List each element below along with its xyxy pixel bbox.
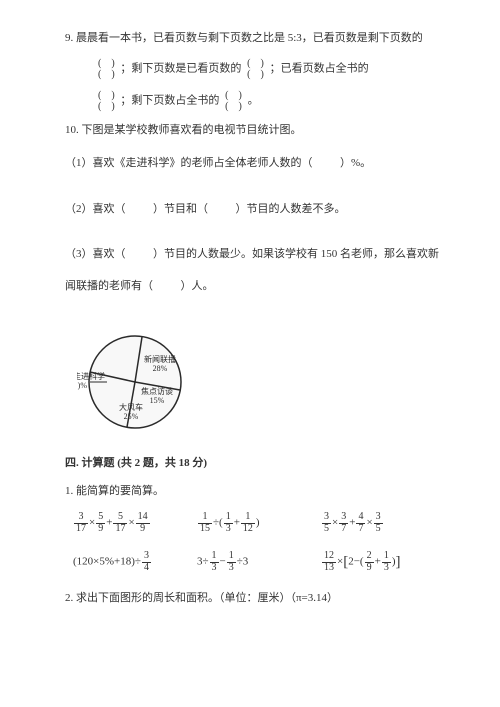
q10-p3c: 闻联播的老师有（ xyxy=(65,280,153,292)
q9-seg1: ；剩下页数是已看页数的 xyxy=(120,62,241,74)
q10-title: 10. 下图是某学校教师喜欢看的电视节目统计图。 xyxy=(65,122,445,140)
bracket-frac: ( )( ) xyxy=(98,58,115,80)
q9-seg4: 。 xyxy=(248,94,259,106)
blank xyxy=(128,203,150,215)
q10-p1b: ）%。 xyxy=(340,157,371,169)
q10-p2c: ）节目的人数差不多。 xyxy=(236,203,346,215)
expr-3: 35×37+47×35 xyxy=(321,512,445,534)
q9-line1: 9. 晨晨看一本书，已看页数与剩下页数之比是 5:3，已看页数是剩下页数的 xyxy=(65,30,445,48)
q10-p3b: ）节目的人数最少。如果该学校有 150 名老师，那么喜欢新 xyxy=(153,248,439,260)
q10-p3a: （3）喜欢（ xyxy=(65,248,126,260)
blank xyxy=(315,157,337,169)
expr-1: 317×59+517×149 xyxy=(73,512,197,534)
q10-p1a: （1）喜欢《走进科学》的老师占全体老师人数的（ xyxy=(65,157,313,169)
q9-line2: ( )( ) ；剩下页数是已看页数的 ( )( ) ；已看页数占全书的 xyxy=(65,58,445,80)
pie-chart: 新闻联播28% 焦点访谈15% 大风车25% 走进科学( )% xyxy=(77,330,445,442)
q9-seg3: ；剩下页数占全书的 xyxy=(120,94,219,106)
bracket-frac: ( )( ) xyxy=(225,90,242,112)
bracket-frac: ( )( ) xyxy=(247,58,264,80)
bracket-frac: ( )( ) xyxy=(98,90,115,112)
q10-p2b: ）节目和（ xyxy=(153,203,208,215)
q9-seg2: ；已看页数占全书的 xyxy=(270,62,369,74)
blank xyxy=(128,248,150,260)
q10-p2: （2）喜欢（ ）节目和（ ）节目的人数差不多。 xyxy=(65,201,445,219)
q10-p1: （1）喜欢《走进科学》的老师占全体老师人数的（ ）%。 xyxy=(65,155,445,173)
q10-p3-l1: （3）喜欢（ ）节目的人数最少。如果该学校有 150 名老师，那么喜欢新 xyxy=(65,246,445,264)
s4-q2: 2. 求出下面图形的周长和面积。（单位：厘米）（π=3.14） xyxy=(65,590,445,608)
expr-2: 115÷(13+112) xyxy=(197,512,321,534)
blank xyxy=(156,280,178,292)
q10-p3d: ）人。 xyxy=(181,280,214,292)
calc-row-2: (120×5%+18)÷34 3÷13−13÷3 1213×[2−(29+13)… xyxy=(73,550,445,574)
section4-title: 四. 计算题 (共 2 题，共 18 分) xyxy=(65,455,445,473)
q10-p2a: （2）喜欢（ xyxy=(65,203,126,215)
s4-q1: 1. 能简算的要简算。 xyxy=(65,483,445,501)
calc-block: 317×59+517×149 115÷(13+112) 35×37+47×35 … xyxy=(73,512,445,574)
calc-row-1: 317×59+517×149 115÷(13+112) 35×37+47×35 xyxy=(73,512,445,534)
blank xyxy=(211,203,233,215)
expr-6: 1213×[2−(29+13)] xyxy=(321,550,445,574)
expr-4: (120×5%+18)÷34 xyxy=(73,551,197,573)
q9-line3: ( )( ) ；剩下页数占全书的 ( )( ) 。 xyxy=(65,90,445,112)
q10-p3-l2: 闻联播的老师有（ ）人。 xyxy=(65,278,445,296)
expr-5: 3÷13−13÷3 xyxy=(197,551,321,573)
